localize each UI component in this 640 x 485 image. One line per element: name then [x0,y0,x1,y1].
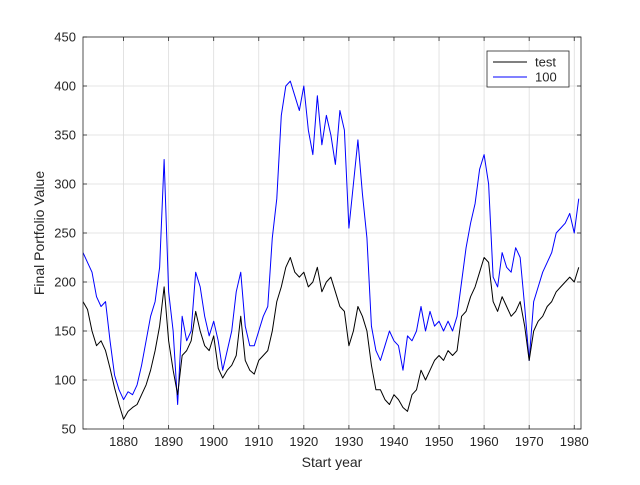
y-tick-label: 450 [54,30,76,45]
y-tick-label: 50 [62,422,76,437]
x-tick-label: 1900 [199,434,228,449]
y-axis-label: Final Portfolio Value [31,171,47,295]
legend-label: 100 [535,70,557,85]
x-tick-label: 1960 [470,434,499,449]
x-tick-label: 1920 [289,434,318,449]
x-tick-label: 1890 [154,434,183,449]
x-tick-label: 1980 [560,434,589,449]
legend-box [486,50,570,88]
series-line-100 [83,80,580,405]
x-tick-label: 1880 [109,434,138,449]
y-tick-labels: 50 100 150 200 250 300 350 400 450 [54,30,76,437]
x-tick-label: 1970 [515,434,544,449]
series-line-test [83,257,580,420]
y-tick-label: 100 [54,373,76,388]
y-tick-label: 400 [54,79,76,94]
tick-marks [83,36,581,430]
x-tick-labels: 1880 1890 1900 1910 1920 1930 1940 1950 1960 1970… [109,434,589,449]
series-lines [83,80,580,420]
x-tick-label: 1940 [380,434,409,449]
x-tick-label: 1950 [425,434,454,449]
y-tick-label: 300 [54,177,76,192]
x-tick-label: 1930 [334,434,363,449]
y-tick-label: 200 [54,275,76,290]
y-tick-label: 150 [54,324,76,339]
y-tick-label: 250 [54,226,76,241]
legend-label: test [535,55,556,70]
x-axis-label: Start year [302,454,363,470]
y-tick-label: 350 [54,128,76,143]
x-tick-label: 1910 [244,434,273,449]
